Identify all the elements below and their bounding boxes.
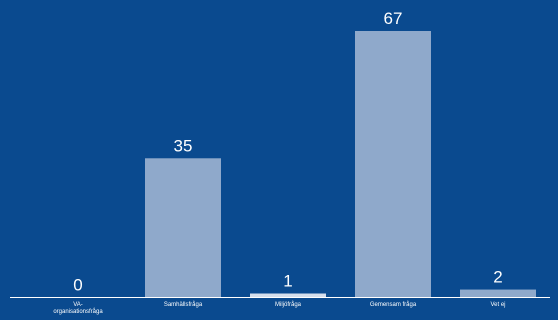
bar-4 bbox=[460, 289, 536, 298]
x-tick-label-4: Vet ej bbox=[490, 302, 505, 308]
bar-2 bbox=[250, 293, 326, 298]
x-tick-label-3: Gemensam fråga bbox=[370, 301, 417, 308]
data-label-1: 35 bbox=[174, 136, 193, 155]
x-tick-label-2: Miljöfråga bbox=[275, 301, 302, 308]
x-tick-label-1: Samhällsfråga bbox=[164, 301, 203, 308]
data-label-0: 0 bbox=[73, 276, 82, 295]
x-tick-label-0-line1: organisationsfråga bbox=[53, 308, 103, 315]
data-label-4: 2 bbox=[493, 268, 502, 287]
data-label-2: 1 bbox=[283, 272, 292, 291]
x-tick-label-0-line0: VA- bbox=[73, 302, 83, 308]
bar-3 bbox=[355, 31, 431, 298]
bar-1 bbox=[145, 158, 221, 298]
data-label-3: 67 bbox=[384, 9, 403, 28]
